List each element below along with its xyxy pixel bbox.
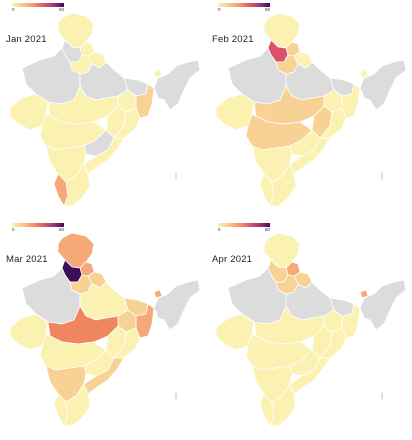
region-od [319,327,347,359]
legend-min: 0 [12,227,15,232]
region-tn [269,163,297,207]
map-panel-jan: 0 60 Jan 2021 [0,0,206,220]
legend-max: 60 [58,7,64,12]
map-panel-mar: 0 60 Mar 2021 [0,220,206,440]
region-islands [175,170,177,182]
region-tn [63,383,91,427]
region-ap [289,357,331,395]
legend-gradient [12,3,64,7]
region-tn [269,383,297,427]
legend-min: 0 [218,7,221,12]
region-tn [63,163,91,207]
month-label: Jan 2021 [6,34,47,45]
map-panel-apr: 0 60 Apr 2021 [206,220,412,440]
region-od [113,327,141,359]
region-ne [153,279,201,331]
region-islands [381,170,383,182]
region-od [113,107,141,139]
india-map [9,12,201,207]
legend-gradient [218,223,270,227]
color-legend: 0 60 [12,3,64,13]
legend-min: 0 [12,7,15,12]
color-legend: 0 60 [218,223,270,233]
region-ne [359,59,407,111]
region-ap [289,137,331,175]
map-panel-feb: 0 60 Feb 2021 [206,0,412,220]
region-ap [83,137,125,175]
region-od [319,107,347,139]
region-islands [175,390,177,402]
legend-gradient [218,3,270,7]
month-label: Feb 2021 [212,34,254,45]
legend-max: 60 [264,7,270,12]
month-label: Mar 2021 [6,254,48,265]
legend-gradient [12,223,64,227]
region-islands [381,390,383,402]
month-label: Apr 2021 [212,254,253,265]
india-map [215,232,407,427]
region-ne [359,279,407,331]
legend-max: 60 [264,227,270,232]
region-ap [83,357,125,395]
legend-min: 0 [218,227,221,232]
india-map [215,12,407,207]
color-legend: 0 60 [12,223,64,233]
region-ne [153,59,201,111]
legend-max: 60 [58,227,64,232]
india-map [9,232,201,427]
color-legend: 0 60 [218,3,270,13]
